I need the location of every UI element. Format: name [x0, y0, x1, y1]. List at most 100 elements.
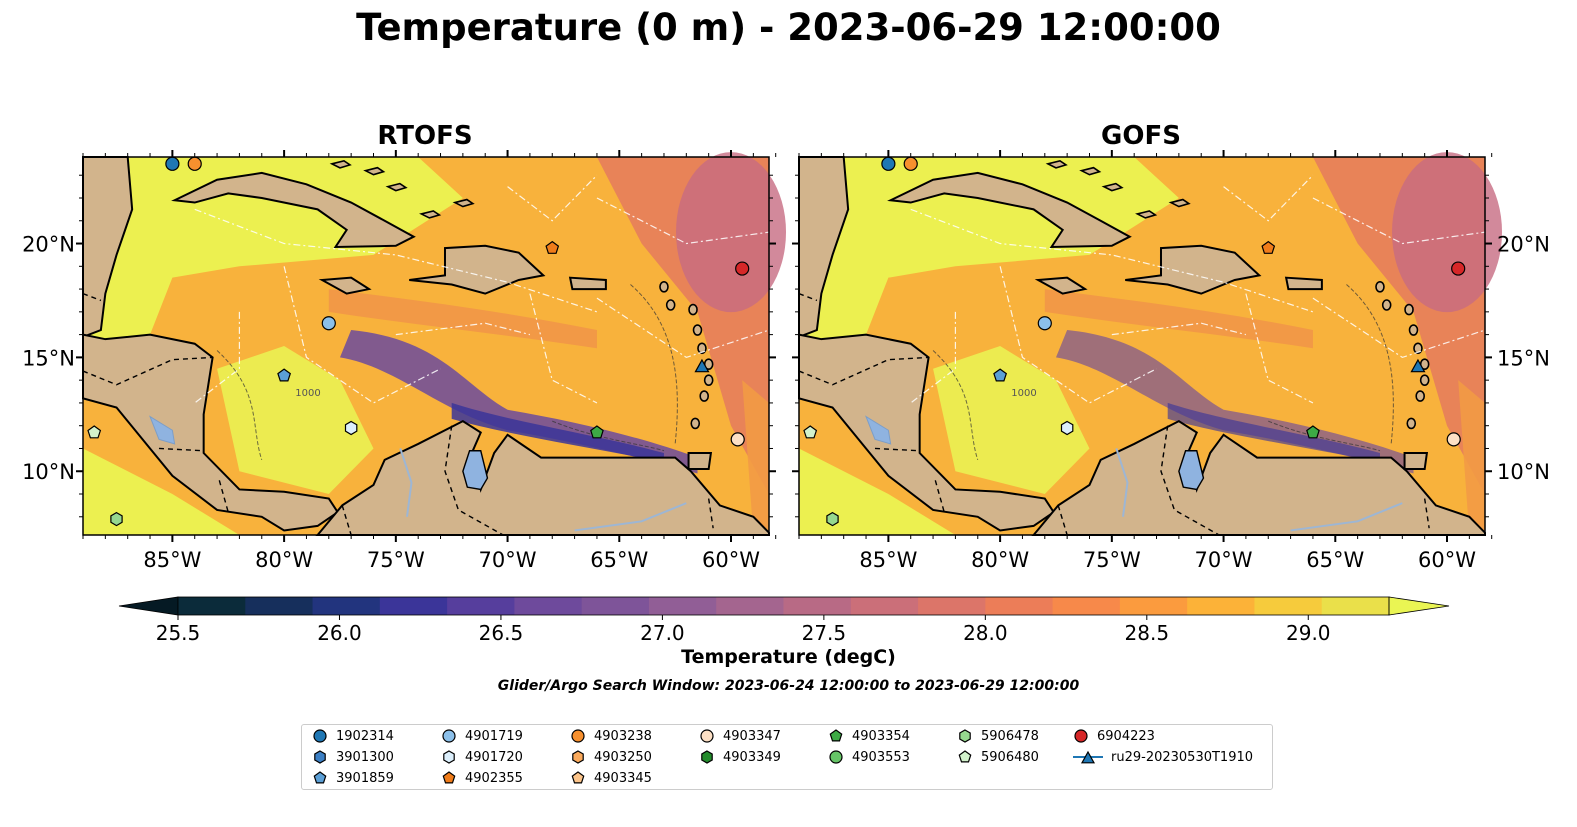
bahamas-island [363, 166, 386, 176]
marker-5906478[interactable] [826, 511, 839, 527]
river [1115, 448, 1129, 517]
legend-marker-icon [959, 729, 971, 743]
legend-triangle-icon[interactable] [1080, 750, 1096, 764]
marker-3901859[interactable] [277, 368, 292, 382]
legend-hexagon-icon[interactable] [572, 750, 584, 764]
legend-hexagon-icon[interactable] [314, 750, 326, 764]
legend-pentagon-icon[interactable] [829, 729, 843, 742]
eez-boundary [910, 311, 957, 404]
legend-item: 4903345 [570, 769, 652, 787]
eez-boundary [1245, 293, 1314, 404]
lesser-antilles-island [703, 374, 714, 386]
legend-pentagon-icon[interactable] [313, 771, 327, 784]
marker-4903347[interactable] [1446, 432, 1461, 447]
map-frame [798, 156, 1486, 536]
lon-tick-label: 65°W [590, 548, 648, 572]
lon-tick-label: 75°W [367, 548, 425, 572]
map-panel-gofs[interactable]: 1000 [792, 150, 1503, 542]
legend-hexagon-icon[interactable] [701, 750, 713, 764]
lesser-antilles-island [1408, 324, 1419, 336]
legend-label: 5906480 [981, 749, 1039, 765]
marker-4903354[interactable] [590, 425, 604, 439]
colorbar-frame [177, 596, 1390, 616]
lon-tick-label: 60°W [1418, 548, 1476, 572]
legend-pentagon-icon[interactable] [571, 771, 585, 784]
legend-circle-icon[interactable] [442, 729, 456, 743]
lat-tick-label-right: 15°N [1497, 346, 1550, 370]
legend-circle-icon[interactable] [700, 729, 714, 743]
legend: 1902314 3901300 3901859 4901719 4901720 49023… [301, 724, 1273, 790]
legend-marker-icon [701, 750, 713, 764]
colorbar-segment [1254, 597, 1323, 615]
legend-item: ru29-20230530T1910 [1073, 748, 1253, 766]
lon-tick-label: 70°W [1195, 548, 1253, 572]
marker-6904223[interactable] [1451, 261, 1466, 276]
legend-label: 4902355 [465, 770, 523, 786]
cool-pacific-region [83, 448, 240, 535]
legend-label: 4903354 [852, 728, 910, 744]
marker-5906478[interactable] [110, 511, 123, 527]
lon-tick-label: 85°W [143, 548, 201, 572]
legend-pentagon-icon[interactable] [442, 771, 456, 784]
marker-5906480[interactable] [87, 425, 102, 439]
eez-boundary [1223, 174, 1314, 222]
marker-1902314[interactable] [165, 156, 180, 171]
country-border [444, 425, 504, 536]
legend-circle-icon[interactable] [829, 750, 843, 764]
marker-5906480[interactable] [803, 425, 818, 439]
legend-circle-icon[interactable] [1074, 729, 1088, 743]
country-border [1423, 498, 1430, 529]
country-border [934, 480, 945, 513]
marker-ru29-20230530T1910[interactable] [694, 358, 710, 373]
upwelling-band [339, 330, 698, 474]
marker-1902314[interactable] [881, 156, 896, 171]
marker-4903238[interactable] [903, 156, 918, 171]
marker-4901719[interactable] [1037, 316, 1052, 331]
marker-ru29-20230530T1910[interactable] [1410, 358, 1426, 373]
bahamas-island [385, 182, 408, 192]
panel-title-rtofs: RTOFS [377, 121, 473, 151]
legend-circle-icon[interactable] [313, 729, 327, 743]
lesser-antilles-island [1413, 342, 1423, 355]
lesser-antilles-island [1381, 299, 1392, 311]
eez-boundary [1111, 322, 1247, 336]
bahamas-island [1079, 166, 1102, 176]
marker-3901859[interactable] [993, 368, 1008, 382]
legend-hexagon-icon[interactable] [959, 729, 971, 743]
puerto-rico-land [568, 276, 607, 291]
marker-4901720[interactable] [344, 420, 358, 436]
marker-4901719[interactable] [321, 316, 336, 331]
bathymetry-contour [932, 284, 1394, 461]
legend-hexagon-icon[interactable] [443, 750, 455, 764]
legend-circle-icon[interactable] [571, 729, 585, 743]
legend-marker-icon [829, 750, 843, 764]
eez-boundary [910, 208, 1314, 313]
hispaniola-land [1125, 244, 1262, 295]
marker-4902355[interactable] [1261, 240, 1276, 254]
marker-6904223[interactable] [735, 261, 750, 276]
country-border [874, 447, 920, 452]
bahamas-island [1045, 159, 1068, 169]
marker-4901720[interactable] [1060, 420, 1074, 436]
lon-tick-label: 75°W [1083, 548, 1141, 572]
map-panel-rtofs[interactable]: 1000 [76, 150, 787, 542]
lon-tick-label: 80°W [255, 548, 313, 572]
bahamas-island [1101, 182, 1124, 192]
marker-4903354[interactable] [1306, 425, 1320, 439]
legend-pentagon-icon[interactable] [958, 750, 972, 763]
eez-boundary [507, 174, 598, 222]
lon-tick-label: 85°W [859, 548, 917, 572]
country-border [707, 498, 714, 529]
marker-4903347[interactable] [730, 432, 745, 447]
central-america-land [82, 333, 340, 532]
country-border [82, 356, 213, 386]
cool-pacific-region [799, 448, 956, 535]
upwelling-core [451, 402, 664, 463]
colorbar-over-extend [1388, 596, 1450, 616]
river [574, 502, 687, 532]
colorbar-segment [716, 597, 784, 615]
marker-4902355[interactable] [545, 240, 560, 254]
legend-marker-icon [572, 750, 584, 764]
colorbar-segment [379, 597, 448, 615]
marker-4903238[interactable] [187, 156, 202, 171]
